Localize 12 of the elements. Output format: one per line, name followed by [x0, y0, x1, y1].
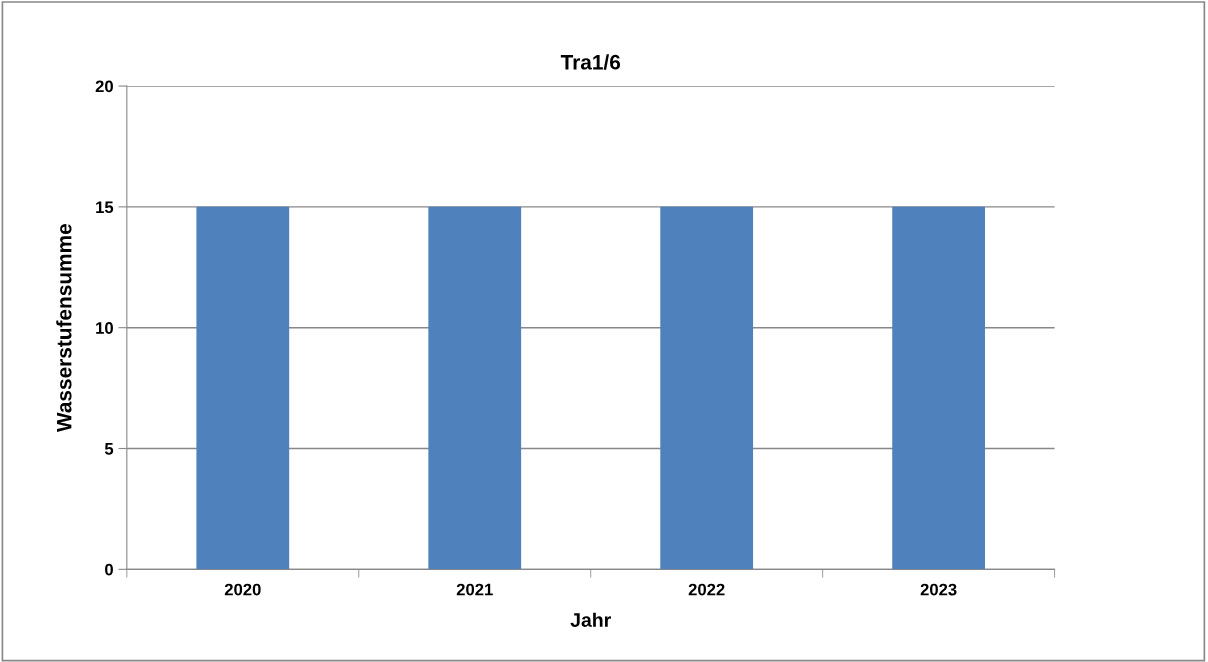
chart-title: Tra1/6 [560, 54, 621, 70]
x-tick-label: 2020 [224, 583, 261, 596]
x-axis-title: Jahr [570, 612, 611, 627]
y-tick-label: 10 [96, 322, 113, 334]
y-tick-label: 15 [96, 201, 114, 214]
y-tick-label: 0 [105, 563, 113, 576]
x-tick-label: 2021 [456, 583, 493, 596]
y-axis-title: Wasserstufensumme [56, 224, 72, 433]
x-tick-label: 2023 [920, 583, 957, 596]
x-tick-label: 2022 [688, 583, 725, 596]
y-tick-label: 20 [95, 80, 113, 93]
y-tick-label: 5 [104, 443, 114, 455]
